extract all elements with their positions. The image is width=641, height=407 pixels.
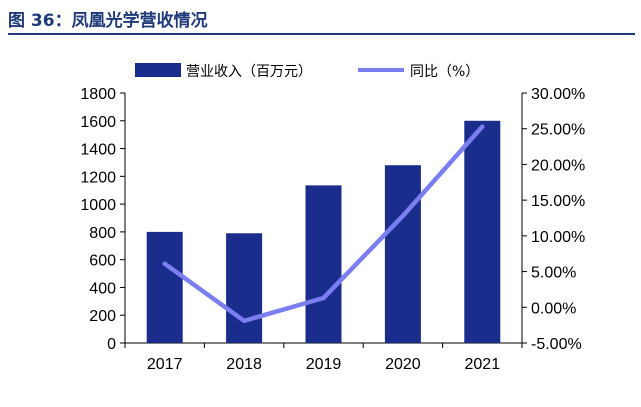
y-left-tick-label: 600 bbox=[89, 253, 116, 270]
legend-line-label: 同比（%） bbox=[410, 64, 479, 80]
y-left-tick-label: 1400 bbox=[80, 142, 116, 159]
title-underline bbox=[8, 33, 635, 35]
x-tick-label: 2019 bbox=[306, 356, 342, 373]
y-right-tick-label: 10.00% bbox=[531, 229, 585, 246]
yoy-point-2020 bbox=[400, 213, 405, 218]
bar-2017 bbox=[146, 231, 183, 343]
figure-title: 图 36：凤凰光学营收情况 bbox=[8, 11, 208, 31]
y-right-tick-label: -5.00% bbox=[531, 336, 582, 353]
y-right-tick-label: 15.00% bbox=[531, 193, 585, 210]
y-left-tick-label: 1600 bbox=[80, 114, 116, 131]
legend-bar-label: 营业收入（百万元） bbox=[186, 64, 312, 80]
y-right-tick-label: 25.00% bbox=[531, 122, 585, 139]
y-right-tick-label: 30.00% bbox=[531, 86, 585, 103]
y-left-tick-label: 800 bbox=[89, 225, 116, 242]
bar-2020 bbox=[384, 165, 421, 343]
x-tick-label: 2017 bbox=[147, 356, 183, 373]
tick-labels: 0 200 400 600 800 1000 1200 1400 1600 1800 -5.00% 0… bbox=[80, 86, 585, 373]
yoy-point-2018 bbox=[242, 318, 247, 323]
y-left-tick-label: 0 bbox=[107, 336, 116, 353]
bar-2021 bbox=[464, 120, 501, 344]
y-right-tick-label: 0.00% bbox=[531, 300, 576, 317]
bar-2019 bbox=[305, 185, 342, 343]
y-left-tick-label: 1800 bbox=[80, 86, 116, 103]
y-left-tick-label: 1200 bbox=[80, 169, 116, 186]
yoy-line bbox=[162, 124, 485, 324]
yoy-point-2019 bbox=[321, 296, 326, 300]
bars bbox=[146, 120, 501, 344]
yoy-point-2021 bbox=[480, 124, 485, 129]
y-left-tick-label: 1000 bbox=[80, 197, 116, 214]
x-tick-label: 2018 bbox=[226, 356, 262, 373]
x-tick-label: 2021 bbox=[465, 356, 501, 373]
x-tick-label: 2020 bbox=[385, 356, 421, 373]
legend: 营业收入（百万元） 同比（%） bbox=[135, 63, 479, 80]
y-left-tick-label: 200 bbox=[89, 308, 116, 325]
bar-2018 bbox=[226, 233, 263, 343]
yoy-point-2017 bbox=[162, 261, 167, 266]
y-right-tick-label: 5.00% bbox=[531, 265, 576, 282]
y-left-tick-label: 400 bbox=[89, 280, 116, 297]
y-right-tick-label: 20.00% bbox=[531, 157, 585, 174]
legend-bar-swatch bbox=[135, 63, 181, 77]
